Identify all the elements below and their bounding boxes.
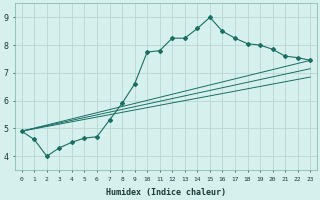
X-axis label: Humidex (Indice chaleur): Humidex (Indice chaleur) <box>106 188 226 197</box>
